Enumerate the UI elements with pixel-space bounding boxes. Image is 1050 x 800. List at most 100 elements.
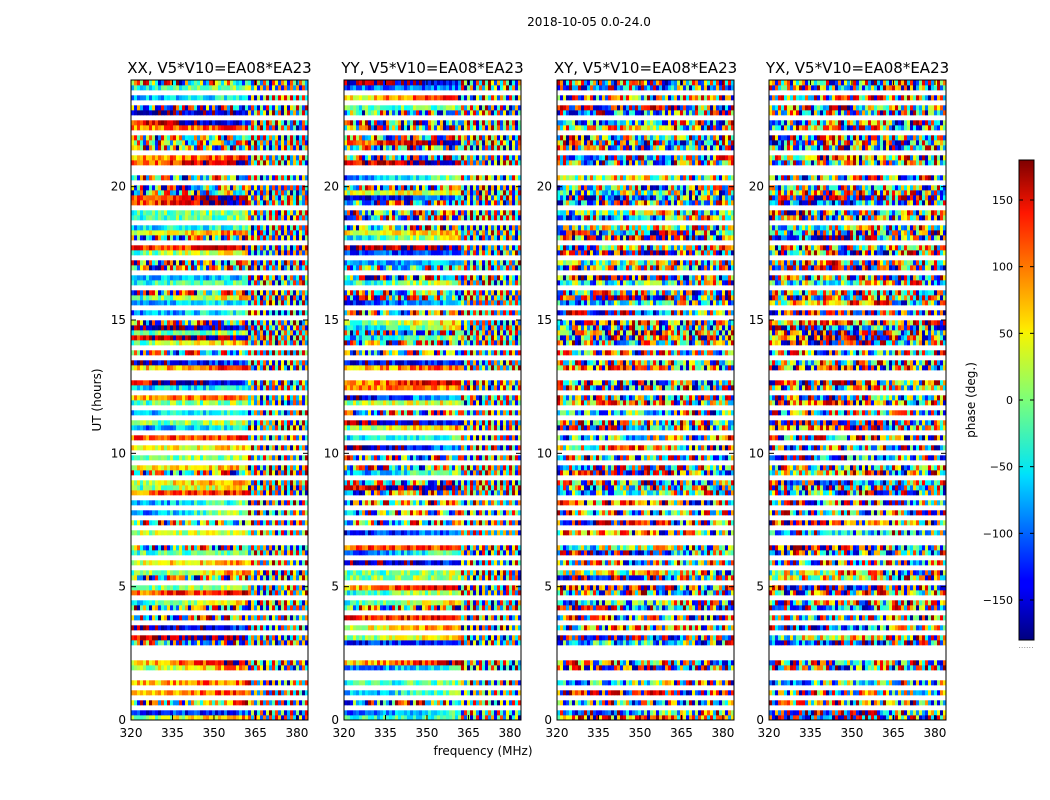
phase-cell — [305, 340, 309, 346]
phase-cell — [206, 310, 210, 316]
phase-cell — [209, 420, 213, 426]
phase-cell — [161, 250, 165, 256]
phase-cell — [287, 275, 291, 281]
phase-cell — [224, 320, 228, 326]
phase-cell — [254, 455, 258, 461]
phase-cell — [188, 480, 192, 486]
phase-cell — [194, 420, 198, 426]
phase-cell — [254, 545, 258, 551]
phase-cell — [245, 445, 249, 451]
phase-cell — [293, 455, 297, 461]
phase-cell — [170, 480, 174, 486]
phase-cell — [434, 690, 438, 696]
phase-cell — [164, 510, 168, 516]
phase-cell — [224, 210, 228, 216]
phase-cell — [137, 330, 141, 336]
phase-cell — [287, 615, 291, 621]
phase-cell — [359, 700, 363, 706]
phase-cell — [434, 715, 438, 721]
phase-cell — [266, 395, 270, 401]
phase-cell — [278, 465, 282, 471]
phase-cell — [179, 380, 183, 386]
phase-cell — [188, 140, 192, 146]
phase-cell — [224, 85, 228, 91]
phase-cell — [179, 160, 183, 166]
phase-cell — [167, 520, 171, 526]
phase-cell — [203, 710, 207, 716]
phase-cell — [248, 80, 252, 86]
phase-cell — [263, 715, 267, 721]
phase-cell — [287, 380, 291, 386]
flagged-row — [131, 220, 308, 226]
phase-cell — [302, 455, 306, 461]
phase-cell — [221, 600, 225, 606]
phase-cell — [461, 690, 465, 696]
phase-cell — [356, 710, 360, 716]
phase-cell — [212, 570, 216, 576]
phase-cell — [293, 530, 297, 536]
phase-cell — [242, 80, 246, 86]
phase-cell — [182, 320, 186, 326]
phase-cell — [299, 560, 303, 566]
phase-cell — [146, 260, 150, 266]
phase-cell — [161, 410, 165, 416]
phase-cell — [164, 365, 168, 371]
phase-cell — [158, 490, 162, 496]
phase-cell — [164, 215, 168, 221]
phase-cell — [248, 330, 252, 336]
phase-cell — [245, 215, 249, 221]
phase-cell — [206, 265, 210, 271]
phase-cell — [266, 615, 270, 621]
phase-cell — [182, 530, 186, 536]
phase-cell — [470, 700, 474, 706]
phase-cell — [170, 550, 174, 556]
phase-cell — [158, 230, 162, 236]
phase-cell — [287, 400, 291, 406]
phase-cell — [155, 280, 159, 286]
phase-cell — [278, 95, 282, 101]
phase-cell — [296, 175, 300, 181]
phase-cell — [248, 145, 252, 151]
phase-cell — [275, 350, 279, 356]
phase-cell — [176, 265, 180, 271]
phase-cell — [305, 215, 309, 221]
phase-cell — [218, 140, 222, 146]
phase-cell — [296, 480, 300, 486]
phase-cell — [161, 230, 165, 236]
phase-cell — [209, 700, 213, 706]
phase-cell — [440, 715, 444, 721]
phase-cell — [233, 665, 237, 671]
phase-cell — [182, 380, 186, 386]
phase-cell — [287, 230, 291, 236]
phase-cell — [386, 700, 390, 706]
phase-cell — [146, 230, 150, 236]
phase-cell — [485, 715, 489, 721]
phase-cell — [170, 225, 174, 231]
phase-cell — [215, 325, 219, 331]
phase-cell — [224, 485, 228, 491]
phase-cell — [269, 600, 273, 606]
phase-cell — [284, 575, 288, 581]
phase-cell — [245, 340, 249, 346]
phase-cell — [140, 195, 144, 201]
phase-cell — [200, 125, 204, 131]
phase-cell — [173, 600, 177, 606]
phase-cell — [197, 605, 201, 611]
phase-cell — [209, 715, 213, 721]
phase-cell — [230, 190, 234, 196]
phase-cell — [236, 635, 240, 641]
phase-cell — [290, 550, 294, 556]
phase-cell — [212, 520, 216, 526]
phase-cell — [233, 585, 237, 591]
phase-cell — [203, 280, 207, 286]
phase-cell — [302, 250, 306, 256]
phase-cell — [182, 260, 186, 266]
phase-cell — [188, 280, 192, 286]
phase-cell — [233, 435, 237, 441]
phase-cell — [251, 385, 255, 391]
phase-cell — [197, 420, 201, 426]
phase-cell — [161, 95, 165, 101]
phase-cell — [197, 110, 201, 116]
phase-cell — [275, 435, 279, 441]
phase-cell — [149, 625, 153, 631]
